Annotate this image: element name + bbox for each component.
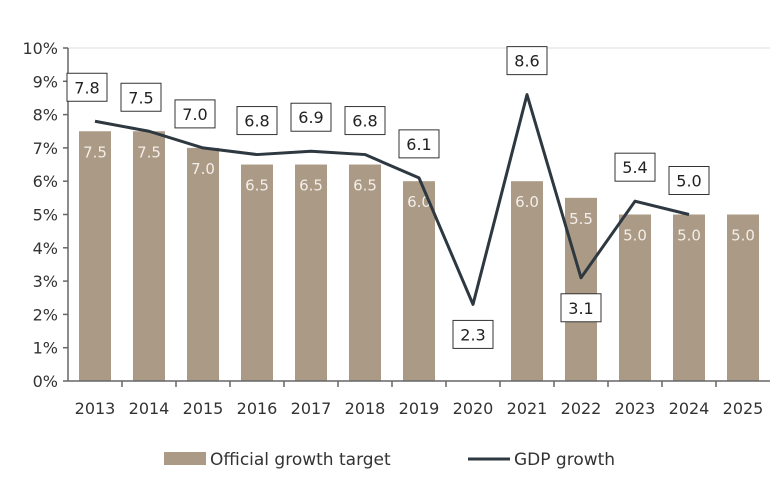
bar-label: 5.0	[677, 227, 701, 245]
line-label: 3.1	[568, 299, 593, 318]
line-label: 6.9	[298, 108, 323, 127]
bar-2014	[133, 131, 165, 381]
x-tick-label: 2023	[615, 399, 656, 418]
bar-2024	[673, 214, 705, 381]
y-tick-label: 5%	[33, 206, 58, 225]
line-label: 5.4	[622, 158, 647, 177]
line-label: 7.8	[74, 78, 99, 97]
line-label: 7.5	[128, 88, 153, 107]
y-tick-label: 3%	[33, 272, 58, 291]
line-label-box	[290, 102, 332, 132]
bar-label: 6.5	[245, 177, 269, 195]
bar-2019	[403, 181, 435, 381]
bar-2025	[727, 214, 759, 381]
line-label: 6.8	[244, 112, 269, 131]
line-label-box	[398, 129, 440, 159]
legend-label-line: GDP growth	[514, 450, 615, 470]
x-tick-label: 2013	[75, 399, 116, 418]
legend-label-bar: Official growth target	[210, 450, 391, 470]
bar-label: 7.5	[83, 143, 107, 161]
bar-2022	[565, 197, 597, 381]
y-tick-label: 0%	[33, 372, 58, 391]
line-label-box	[236, 106, 278, 136]
bar-label: 5.5	[569, 210, 593, 228]
y-tick-label: 4%	[33, 239, 58, 258]
x-tick-label: 2024	[669, 399, 710, 418]
x-tick-label: 2020	[453, 399, 494, 418]
x-tick-label: 2022	[561, 399, 602, 418]
x-tick-label: 2014	[129, 399, 170, 418]
line-label-box	[66, 72, 108, 102]
bar-label: 7.0	[191, 160, 215, 178]
y-tick-label: 8%	[33, 106, 58, 125]
line-label: 8.6	[514, 52, 539, 71]
line-label: 6.8	[352, 112, 377, 131]
bar-2013	[79, 131, 111, 381]
y-tick-label: 7%	[33, 139, 58, 158]
line-label-box	[174, 99, 216, 129]
y-tick-label: 2%	[33, 305, 58, 324]
bar-label: 6.0	[407, 193, 431, 211]
x-tick-label: 2018	[345, 399, 386, 418]
y-tick-label: 6%	[33, 172, 58, 191]
bar-2023	[619, 214, 651, 381]
bar-label: 7.5	[137, 143, 161, 161]
line-label-box	[506, 46, 548, 76]
bar-label: 5.0	[731, 227, 755, 245]
x-tick-label: 2016	[237, 399, 278, 418]
line-label-box	[344, 106, 386, 136]
bar-label: 6.5	[299, 177, 323, 195]
legend-swatch-bar	[164, 452, 206, 465]
x-tick-label: 2015	[183, 399, 224, 418]
bar-2015	[187, 147, 219, 381]
line-label: 6.1	[406, 135, 431, 154]
bar-label: 6.0	[515, 193, 539, 211]
line-label-box	[120, 82, 162, 112]
bar-label: 5.0	[623, 227, 647, 245]
y-tick-label: 1%	[33, 339, 58, 358]
y-tick-label: 10%	[22, 39, 58, 58]
line-label: 5.0	[676, 172, 701, 191]
line-label: 7.0	[182, 105, 207, 124]
y-tick-label: 9%	[33, 72, 58, 91]
x-tick-label: 2025	[723, 399, 764, 418]
bar-label: 6.5	[353, 177, 377, 195]
bar-2018	[349, 164, 381, 381]
x-tick-label: 2017	[291, 399, 332, 418]
bar-2016	[241, 164, 273, 381]
line-label-box	[560, 293, 602, 323]
line-label-box	[614, 152, 656, 182]
gdp-growth-line	[94, 93, 690, 306]
line-label-box	[668, 166, 710, 195]
bar-2021	[511, 181, 543, 381]
x-tick-label: 2021	[507, 399, 548, 418]
bar-2017	[295, 164, 327, 381]
x-tick-label: 2019	[399, 399, 440, 418]
line-label-box	[452, 319, 494, 349]
line-label: 2.3	[460, 325, 485, 344]
